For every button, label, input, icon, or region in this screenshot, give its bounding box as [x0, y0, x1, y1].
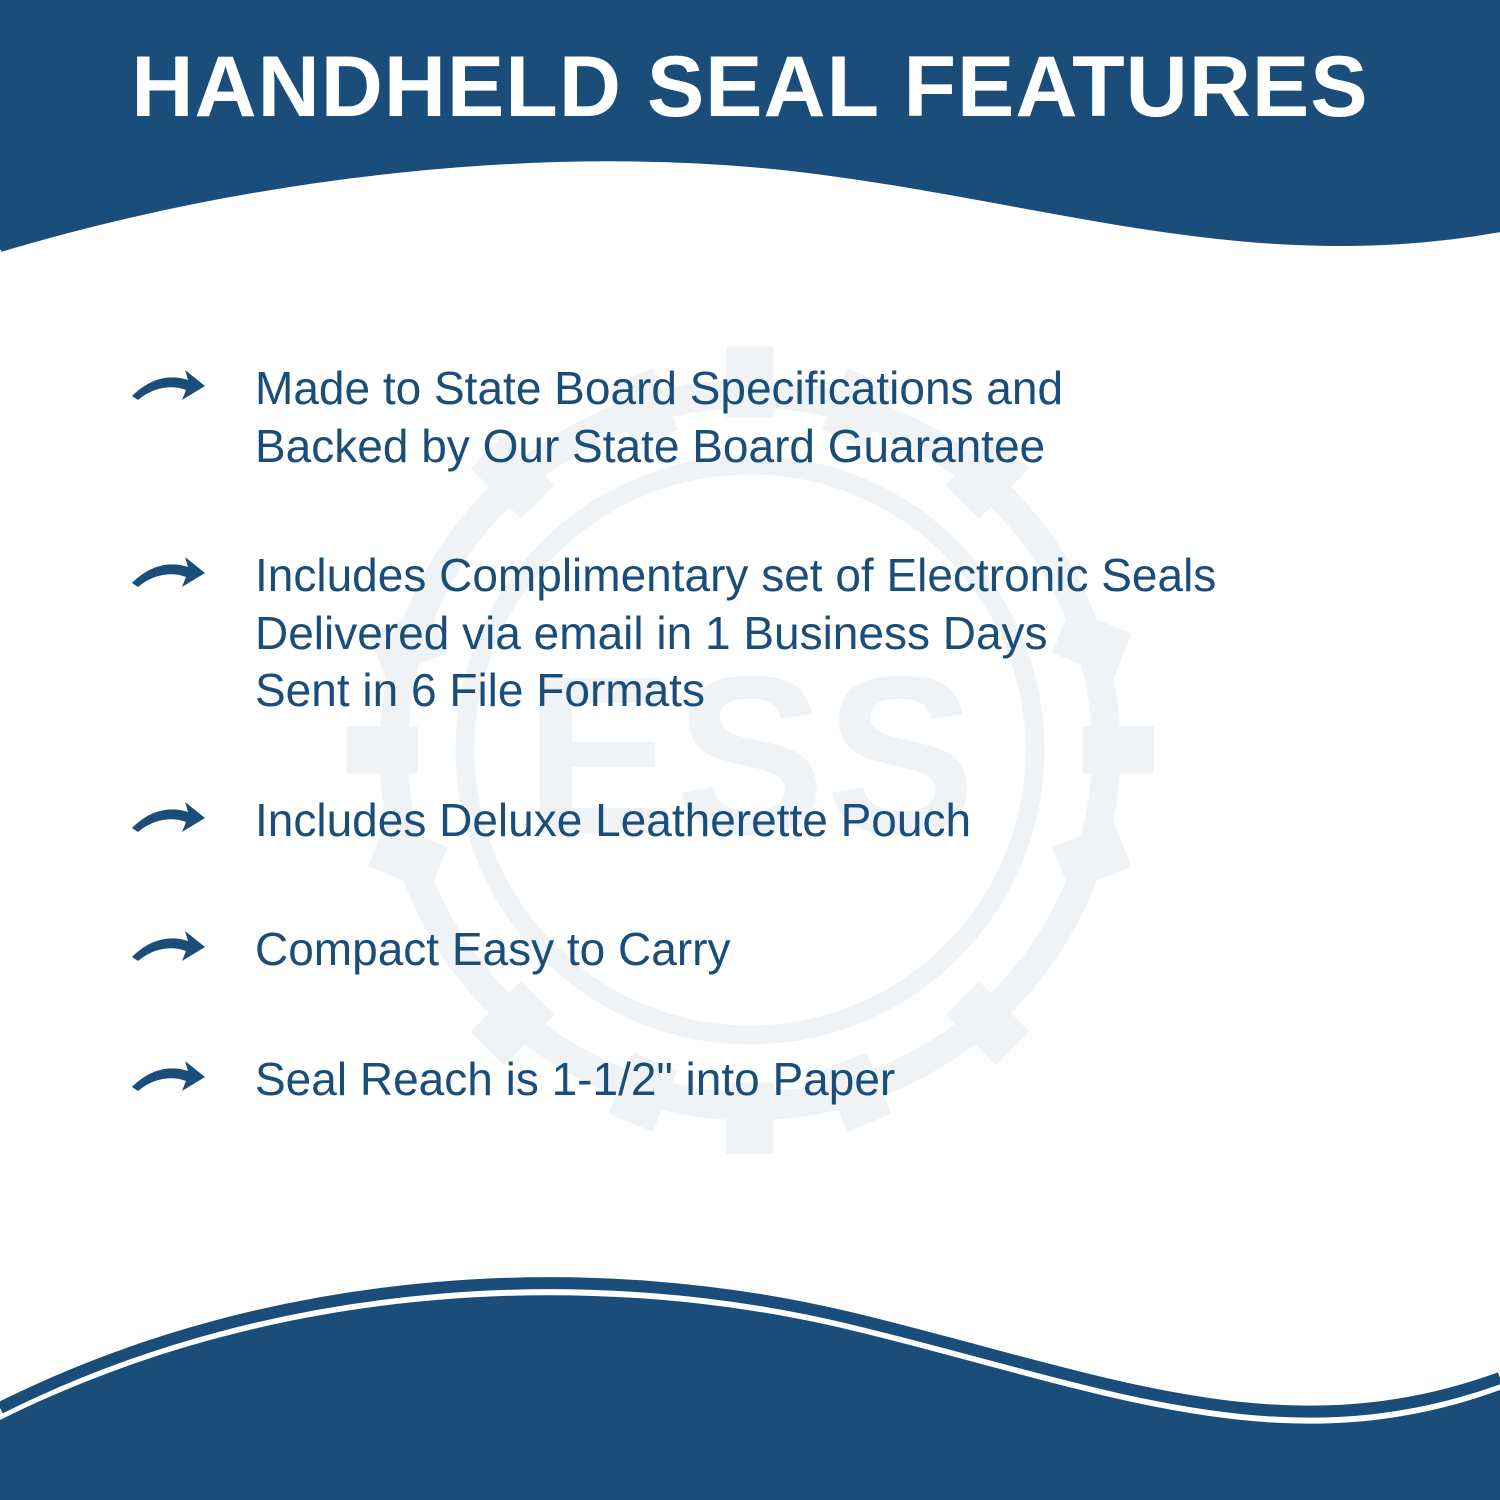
feature-text: Includes Complimentary set of Electronic… — [255, 547, 1216, 720]
arrow-icon — [130, 1059, 205, 1099]
header-banner: HANDHELD SEAL FEATURES — [0, 0, 1500, 290]
feature-text: Seal Reach is 1-1/2" into Paper — [255, 1051, 895, 1109]
feature-item: Includes Complimentary set of Electronic… — [130, 547, 1430, 720]
feature-text: Compact Easy to Carry — [255, 921, 730, 979]
feature-text: Includes Deluxe Leatherette Pouch — [255, 792, 971, 850]
feature-text: Made to State Board Specifications and B… — [255, 360, 1063, 475]
arrow-icon — [130, 368, 205, 408]
header-swoosh-decoration — [0, 135, 1500, 290]
arrow-icon — [130, 555, 205, 595]
feature-item: Seal Reach is 1-1/2" into Paper — [130, 1051, 1430, 1109]
arrow-icon — [130, 929, 205, 969]
page-title: HANDHELD SEAL FEATURES — [0, 0, 1500, 137]
footer-swoosh-decoration — [0, 1260, 1500, 1500]
features-list: Made to State Board Specifications and B… — [0, 290, 1500, 1108]
arrow-icon — [130, 800, 205, 840]
feature-item: Made to State Board Specifications and B… — [130, 360, 1430, 475]
feature-item: Compact Easy to Carry — [130, 921, 1430, 979]
feature-item: Includes Deluxe Leatherette Pouch — [130, 792, 1430, 850]
